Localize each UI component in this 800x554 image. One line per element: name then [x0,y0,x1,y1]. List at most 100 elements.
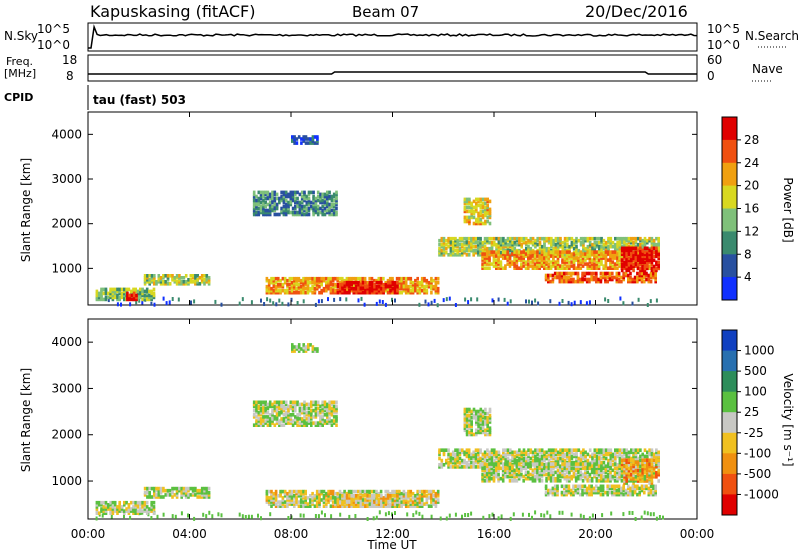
echo-cell [164,488,167,493]
echo-cell [293,500,296,504]
echo-cell [493,450,496,455]
echo-cell [364,494,367,498]
echo-cell [311,496,314,500]
echo-cell [100,291,103,296]
echo-cell [350,286,353,291]
echo-cell [262,204,265,209]
echo-cell [354,489,358,494]
echo-cell [436,290,440,295]
echo-cell [311,280,314,285]
echo-cell [380,498,383,502]
echo-cell [614,452,617,457]
echo-cell [549,254,553,258]
echo-cell [611,266,615,270]
echo-cell [306,504,310,508]
echo-cell [454,242,457,247]
echo-cell [303,419,306,423]
echo-cell [326,406,329,411]
echo-cell [196,274,199,278]
echo-cell [307,141,310,145]
echo-cell [281,301,284,306]
echo-cell [194,274,197,278]
echo-cell [563,258,567,262]
echo-cell [207,282,211,286]
echo-cell [266,423,270,427]
echo-cell [492,250,496,254]
echo-cell [300,141,303,145]
echo-cell [513,260,516,264]
echo-cell [608,273,612,278]
echo-cell [584,258,587,262]
echo-cell [279,278,282,283]
echo-cell [382,282,385,287]
echo-cell [288,489,292,494]
echo-cell [402,496,406,500]
echo-cell [129,507,133,511]
echo-cell [515,266,519,270]
echo-cell [287,417,290,421]
echo-cell [178,274,181,278]
echo-cell [567,300,570,305]
echo-cell [266,212,270,217]
echo-cell [477,454,480,459]
echo-cell [332,192,336,197]
echo-cell [150,295,153,300]
echo-cell [382,284,385,289]
echo-cell [306,284,310,289]
echo-cell [370,489,374,494]
echo-cell [486,197,489,202]
echo-cell [646,254,649,259]
echo-cell [293,489,296,494]
echo-cell [620,236,624,241]
echo-cell [434,491,438,496]
echo-cell [267,288,271,293]
echo-cell [286,491,289,496]
echo-cell [481,264,484,268]
echo-cell [323,200,327,205]
echo-cell [513,474,516,479]
echo-cell [501,462,505,466]
echo-cell [515,260,519,264]
echo-cell [111,295,115,300]
echo-cell [536,262,539,266]
echo-cell [295,141,299,145]
echo-cell [277,288,280,293]
echo-cell [377,290,381,295]
echo-cell [554,452,558,457]
echo-cell [322,498,326,502]
echo-cell [485,472,489,477]
echo-cell [318,290,321,295]
echo-cell [465,407,469,412]
echo-cell [577,264,580,268]
echo-cell [515,468,519,473]
echo-cell [350,280,353,285]
echo-cell [310,417,313,421]
echo-cell [297,284,301,289]
echo-cell [477,219,480,224]
echo-cell [622,273,625,278]
echo-cell [255,402,258,407]
echo-cell [600,254,603,258]
echo-cell [488,472,491,477]
echo-cell [303,196,306,201]
echo-cell [148,509,151,513]
echo-cell [312,402,315,407]
echo-cell [615,271,619,276]
echo-cell [287,208,290,213]
echo-cell [300,190,304,195]
echo-cell [294,200,297,205]
echo-cell [463,413,467,418]
echo-cell [552,452,555,457]
echo-cell [322,504,326,508]
echo-cell [549,250,553,254]
echo-cell [368,280,372,285]
echo-cell [517,464,521,468]
echo-cell [467,456,471,461]
echo-cell [187,280,190,284]
echo-cell [318,276,321,281]
echo-cell [323,400,327,405]
echo-cell [495,258,498,262]
echo-cell [591,242,594,247]
nave-tick-bottom: 0 [707,69,715,83]
echo-cell [400,276,403,281]
